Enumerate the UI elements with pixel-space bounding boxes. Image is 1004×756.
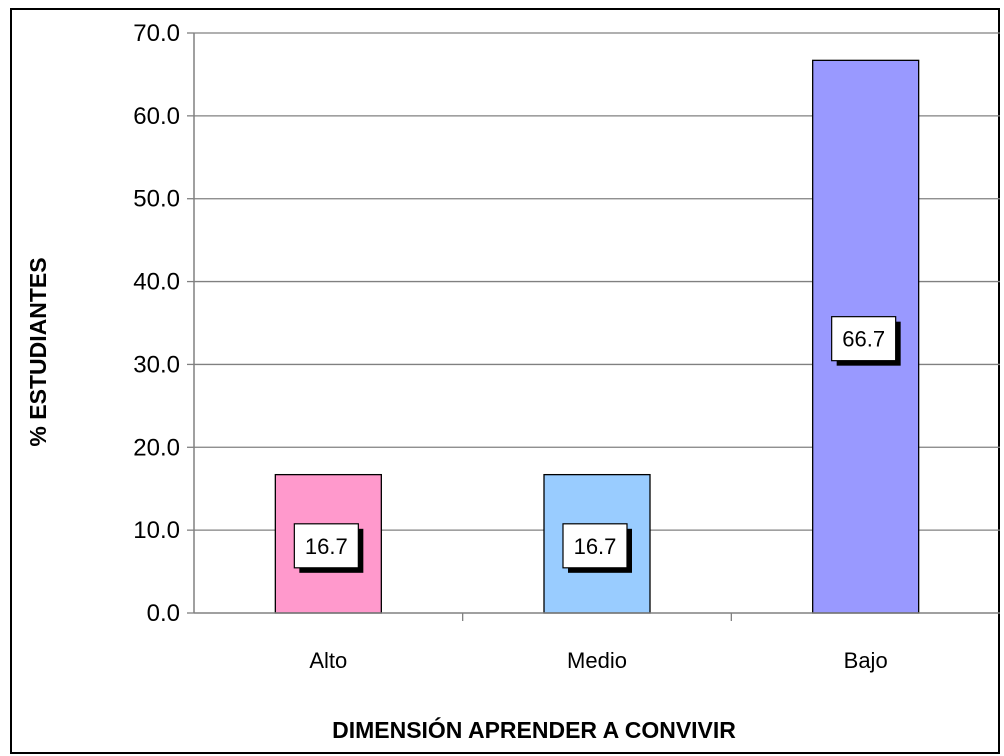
x-tick-label: Medio [567,648,627,673]
data-label: 66.7 [831,316,901,366]
y-tick-labels: 0.0 10.0 20.0 30.0 40.0 50.0 60.0 70.0 [133,20,180,627]
y-tick-label: 30.0 [133,351,180,378]
data-label-text: 16.7 [305,534,348,559]
y-tick-label: 20.0 [133,434,180,461]
x-axis-title: DIMENSIÓN APRENDER A CONVIVIR [332,716,736,743]
data-label-box [831,316,897,362]
y-tick-label: 10.0 [133,517,180,544]
x-tick-label: Bajo [844,648,888,673]
x-tick-label: Alto [309,648,347,673]
data-labels: 16.7 16.7 66.7 [293,316,901,573]
data-label-box [293,523,359,569]
data-label: 16.7 [293,523,364,573]
x-tick-labels: Alto Medio Bajo [309,648,887,673]
data-label-text: 16.7 [574,534,617,559]
y-axis-title: % ESTUDIANTES [25,257,51,446]
data-label-box [562,523,628,569]
y-tick-label: 0.0 [147,600,180,627]
y-tick-label: 70.0 [133,20,180,47]
data-label: 16.7 [562,523,632,573]
y-tick-label: 40.0 [133,269,180,296]
data-label-text: 66.7 [842,327,885,352]
y-tick-label: 60.0 [133,103,180,130]
y-tick-label: 50.0 [133,186,180,213]
axes [187,32,1000,621]
